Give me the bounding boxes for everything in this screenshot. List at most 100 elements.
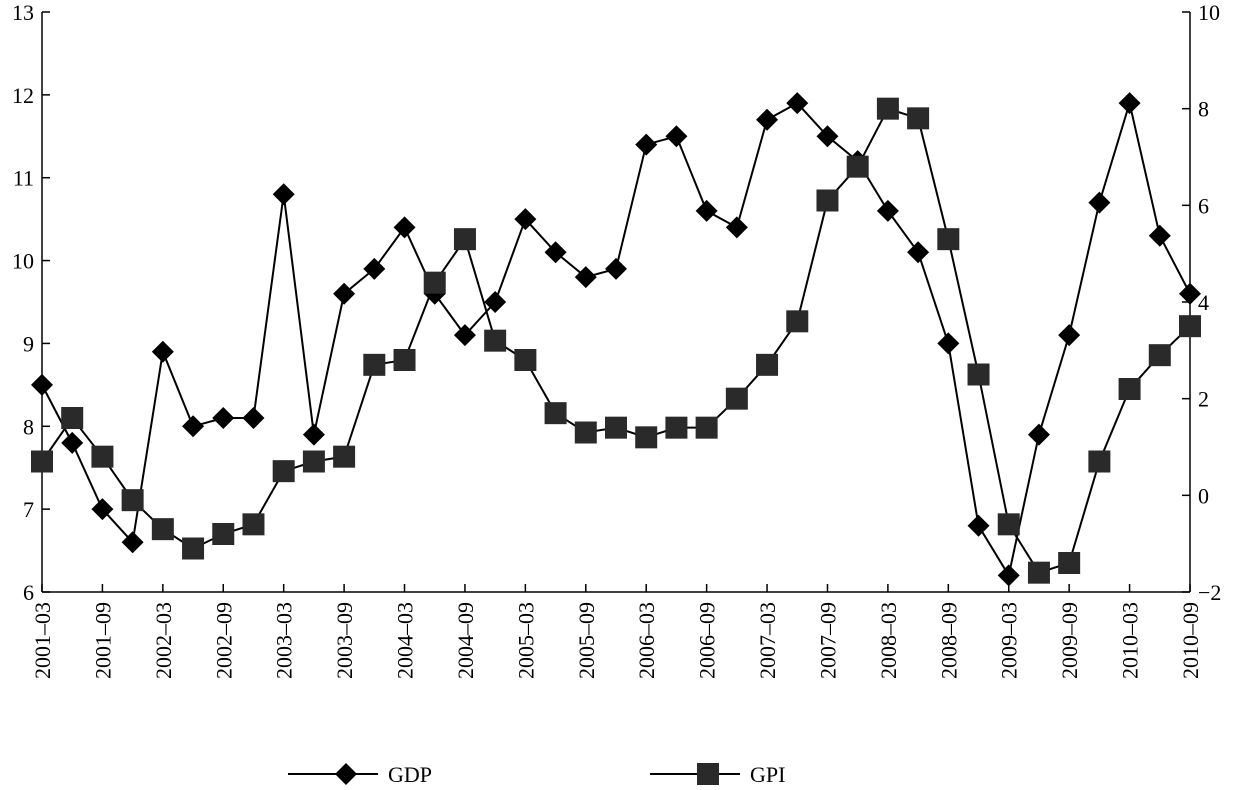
gdp-point (61, 431, 84, 454)
gdp-point (876, 199, 899, 222)
gpi-point (665, 416, 688, 439)
x-tick-label: 2001–03 (30, 602, 55, 679)
gpi-point (151, 518, 174, 541)
gpi-point (937, 228, 960, 251)
gdp-point (242, 407, 265, 429)
gpi-point (453, 228, 476, 251)
gpi-point (363, 353, 386, 376)
gdp-point (635, 133, 658, 156)
x-tick-label: 2008–03 (876, 602, 901, 679)
gpi-point (695, 416, 718, 439)
x-tick-label: 2005–03 (513, 602, 538, 679)
x-tick-label: 2010–09 (1178, 602, 1203, 679)
x-tick-label: 2003–09 (332, 602, 357, 679)
gpi-point (1148, 344, 1171, 367)
gpi-point (1027, 561, 1050, 584)
right-y-tick-label: 10 (1198, 0, 1220, 25)
gdp-point (1118, 92, 1141, 115)
left-y-tick-label: 6 (23, 580, 34, 605)
x-tick-label: 2002–09 (211, 602, 236, 679)
gdp-point (816, 125, 839, 148)
gdp-point (484, 291, 507, 313)
x-tick-label: 2003–03 (272, 602, 297, 679)
legend-marker-gpi (697, 763, 719, 785)
gpi-series-line (41, 107, 1191, 574)
series-lines (41, 99, 1191, 579)
gpi-point (967, 363, 990, 386)
gpi-point (907, 107, 930, 130)
x-tick-label: 2007–03 (755, 602, 780, 679)
gpi-point (876, 97, 899, 120)
gdp-point (1058, 324, 1081, 347)
series-markers (31, 92, 1201, 587)
x-tick-label: 2006–09 (695, 602, 720, 679)
gpi-point (1179, 315, 1201, 338)
gpi-point (302, 450, 325, 473)
gpi-point (756, 353, 779, 376)
gdp-point (756, 108, 779, 131)
right-y-tick-label: 4 (1198, 290, 1209, 315)
gpi-point (544, 402, 567, 425)
gdp-point (121, 531, 144, 554)
gdp-point (31, 373, 53, 396)
gpi-point (182, 537, 205, 560)
gpi-point (121, 489, 144, 512)
left-y-tick-label: 9 (23, 331, 34, 356)
left-y-tick-label: 11 (13, 166, 34, 191)
gpi-point (1118, 378, 1141, 400)
gpi-point (91, 445, 114, 468)
gdp-point (695, 199, 718, 222)
gdp-point (91, 498, 114, 521)
gdp-point (1179, 282, 1201, 305)
x-tick-label: 2001–09 (90, 602, 115, 679)
gdp-point (907, 241, 930, 264)
right-y-tick-label: 6 (1198, 193, 1209, 218)
gpi-point (242, 513, 265, 536)
x-tick-label: 2010–03 (1118, 602, 1143, 679)
gpi-point (212, 523, 235, 545)
gdp-point (786, 92, 809, 115)
legend: GDP GPI (288, 762, 785, 787)
gpi-point (31, 450, 53, 473)
gpi-point (997, 513, 1020, 536)
gpi-point (333, 445, 356, 468)
legend-label-gpi: GPI (750, 762, 785, 787)
legend-item-gpi: GPI (650, 762, 785, 787)
legend-marker-gdp (335, 763, 357, 785)
gdp-point (967, 514, 990, 537)
gpi-point (786, 310, 809, 333)
left-y-tick-label: 8 (23, 414, 34, 439)
gpi-point (484, 329, 507, 352)
gdp-point (453, 324, 476, 347)
x-tick-label: 2009–09 (1057, 602, 1082, 679)
right-y-tick-label: 2 (1198, 387, 1209, 412)
gdp-point (997, 564, 1020, 587)
gpi-point (574, 421, 597, 444)
x-tick-label: 2004–09 (453, 602, 478, 679)
gdp-point (333, 282, 356, 305)
right-y-tick-label: 8 (1198, 97, 1209, 122)
tick-labels: 6 7 8 9 10 11 12 13 −2 0 2 4 6 8 10 2001–03 2001–09 2002–… (12, 0, 1221, 679)
axes (41, 11, 1191, 593)
gpi-point (846, 155, 869, 178)
gdp-point (212, 407, 235, 429)
x-tick-label: 2007–09 (815, 602, 840, 679)
x-tick-label: 2008–09 (936, 602, 961, 679)
gpi-point (1088, 450, 1111, 473)
legend-label-gdp: GDP (388, 762, 432, 787)
gpi-point (1058, 552, 1081, 574)
left-y-tick-label: 7 (23, 497, 34, 522)
x-tick-label: 2006–03 (634, 602, 659, 679)
gpi-point (272, 460, 295, 483)
gdp-point (514, 208, 537, 231)
right-y-tick-label: 0 (1198, 483, 1209, 508)
gdp-point (1027, 423, 1050, 446)
gpi-point (635, 426, 658, 449)
gdp-point (363, 257, 386, 280)
gdp-point (1088, 191, 1111, 214)
gpi-point (725, 387, 748, 410)
gdp-point (1148, 224, 1171, 247)
gdp-series-line (41, 99, 1191, 579)
gdp-point (151, 340, 174, 363)
